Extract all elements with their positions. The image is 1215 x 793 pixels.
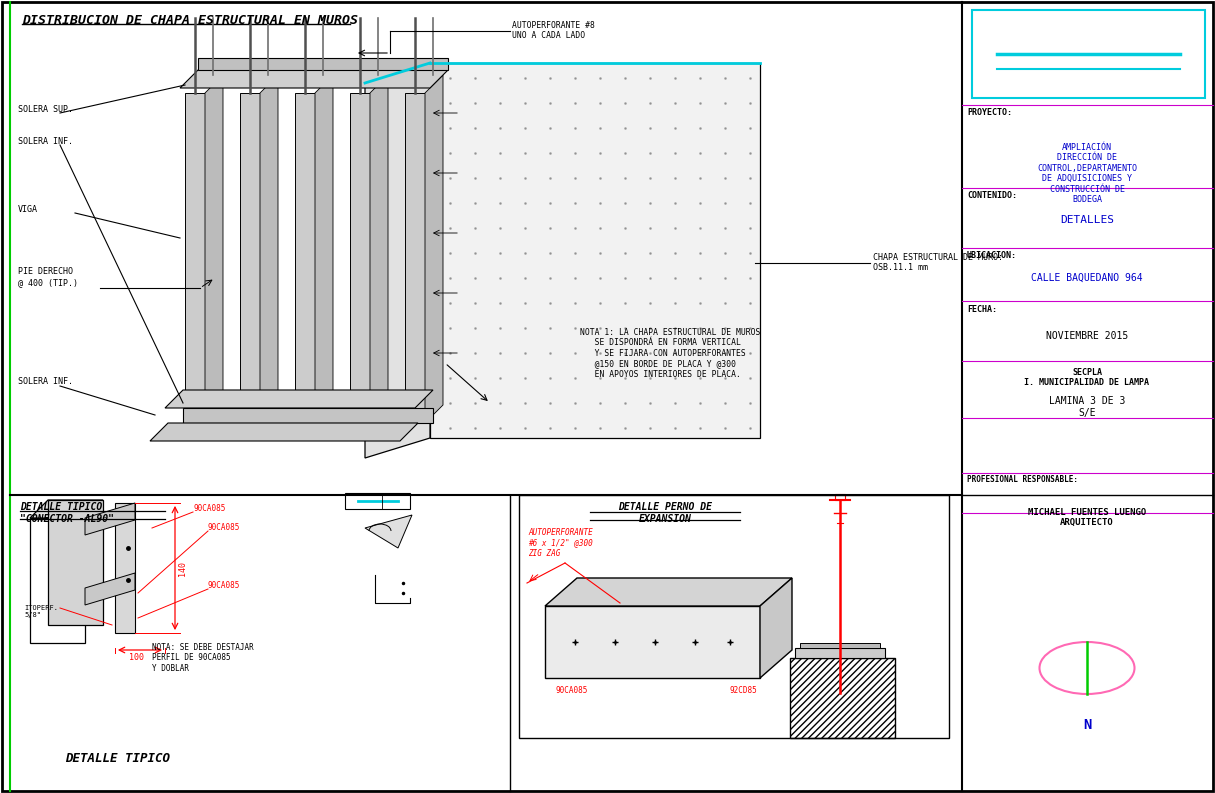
Polygon shape <box>180 70 448 88</box>
Polygon shape <box>165 390 433 408</box>
Polygon shape <box>85 573 135 605</box>
Ellipse shape <box>1040 642 1135 694</box>
Bar <box>972 10 1205 98</box>
Polygon shape <box>405 93 425 423</box>
Polygon shape <box>761 578 792 678</box>
Text: 5/8": 5/8" <box>24 612 41 618</box>
Bar <box>799 643 880 648</box>
Text: SOLERA INF.: SOLERA INF. <box>18 136 73 145</box>
Polygon shape <box>115 503 135 633</box>
Text: 92CD85: 92CD85 <box>730 686 758 695</box>
Polygon shape <box>364 515 412 548</box>
Polygon shape <box>364 63 430 458</box>
Polygon shape <box>350 93 371 423</box>
Text: DETALLES: DETALLES <box>1059 215 1114 225</box>
Bar <box>790 658 895 738</box>
Polygon shape <box>295 93 315 423</box>
Text: CHAPA ESTRUCTURAL DE MURO:
OSB.11.1 mm: CHAPA ESTRUCTURAL DE MURO: OSB.11.1 mm <box>874 253 1004 273</box>
Polygon shape <box>85 503 135 535</box>
Text: FECHA:: FECHA: <box>967 305 998 314</box>
Text: AUTOPERFORANTE
#6 x 1/2" @300
ZIG ZAG: AUTOPERFORANTE #6 x 1/2" @300 ZIG ZAG <box>529 528 593 557</box>
Text: LAMINA 3 DE 3
S/E: LAMINA 3 DE 3 S/E <box>1049 396 1125 418</box>
Text: 90CA085: 90CA085 <box>555 686 587 695</box>
Polygon shape <box>205 75 224 423</box>
Bar <box>835 494 844 500</box>
Polygon shape <box>183 408 433 423</box>
Polygon shape <box>185 93 205 423</box>
Text: PROYECTO:: PROYECTO: <box>967 108 1012 117</box>
Text: DETALLE PERNO DE
EXPANSION: DETALLE PERNO DE EXPANSION <box>618 502 712 523</box>
Text: SOLERA SUP.: SOLERA SUP. <box>18 105 73 113</box>
Polygon shape <box>49 500 103 625</box>
Text: PIE DERECHO
@ 400 (TIP.): PIE DERECHO @ 400 (TIP.) <box>18 267 78 287</box>
Polygon shape <box>149 423 418 441</box>
Text: 90CA085: 90CA085 <box>208 581 241 590</box>
Text: SECPLA
I. MUNICIPALIDAD DE LAMPA: SECPLA I. MUNICIPALIDAD DE LAMPA <box>1024 368 1149 388</box>
Polygon shape <box>30 500 103 518</box>
Bar <box>795 648 885 658</box>
Polygon shape <box>546 578 792 606</box>
Polygon shape <box>425 75 443 423</box>
Text: 100: 100 <box>130 653 145 662</box>
Text: CALLE BAQUEDANO 964: CALLE BAQUEDANO 964 <box>1032 273 1143 283</box>
Text: DISTRIBUCION DE CHAPA ESTRUCTURAL EN MUROS: DISTRIBUCION DE CHAPA ESTRUCTURAL EN MUR… <box>22 14 358 27</box>
Text: DETALLE TIPICO
"CONECTOR -AL90": DETALLE TIPICO "CONECTOR -AL90" <box>19 502 114 523</box>
Text: PROFESIONAL RESPONSABLE:: PROFESIONAL RESPONSABLE: <box>967 475 1078 484</box>
Polygon shape <box>198 58 448 70</box>
Text: NOTA 1: LA CHAPA ESTRUCTURAL DE MUROS
   SE DISPONDRÁ EN FORMA VERTICAL
   Y SE : NOTA 1: LA CHAPA ESTRUCTURAL DE MUROS SE… <box>580 328 761 378</box>
Text: NOVIEMBRE 2015: NOVIEMBRE 2015 <box>1046 331 1128 341</box>
Polygon shape <box>260 75 278 423</box>
Polygon shape <box>371 75 388 423</box>
Bar <box>345 493 409 509</box>
Polygon shape <box>430 63 761 438</box>
Polygon shape <box>241 93 260 423</box>
Polygon shape <box>546 606 761 678</box>
Text: 90CA085: 90CA085 <box>208 523 241 532</box>
Text: NOTA: SE DEBE DESTAJAR
PERFIL DE 90CA085
Y DOBLAR: NOTA: SE DEBE DESTAJAR PERFIL DE 90CA085… <box>152 643 254 672</box>
Text: DETALLE TIPICO: DETALLE TIPICO <box>64 752 170 765</box>
Text: MICHAEL FUENTES LUENGO
ARQUITECTO: MICHAEL FUENTES LUENGO ARQUITECTO <box>1028 508 1146 527</box>
Text: UBICACION:: UBICACION: <box>967 251 1017 260</box>
Text: CONTENIDO:: CONTENIDO: <box>967 191 1017 200</box>
Polygon shape <box>30 518 85 643</box>
Text: AUTOPERFORANTE #8
UNO A CADA LADO: AUTOPERFORANTE #8 UNO A CADA LADO <box>512 21 595 40</box>
Text: VIGA: VIGA <box>18 205 38 213</box>
Text: N: N <box>1083 718 1091 732</box>
Text: 140: 140 <box>179 561 187 576</box>
Text: 90CA085: 90CA085 <box>193 504 225 513</box>
Polygon shape <box>315 75 333 423</box>
Text: SOLERA INF.: SOLERA INF. <box>18 377 73 386</box>
Text: ITOPERF.: ITOPERF. <box>24 605 58 611</box>
Bar <box>519 495 949 738</box>
Text: AMPLIACIÓN
DIRECCIÓN DE
CONTROL,DEPARTAMENTO
DE ADQUISICIONES Y
CONSTRUCCIÓN DE
: AMPLIACIÓN DIRECCIÓN DE CONTROL,DEPARTAM… <box>1036 143 1137 204</box>
